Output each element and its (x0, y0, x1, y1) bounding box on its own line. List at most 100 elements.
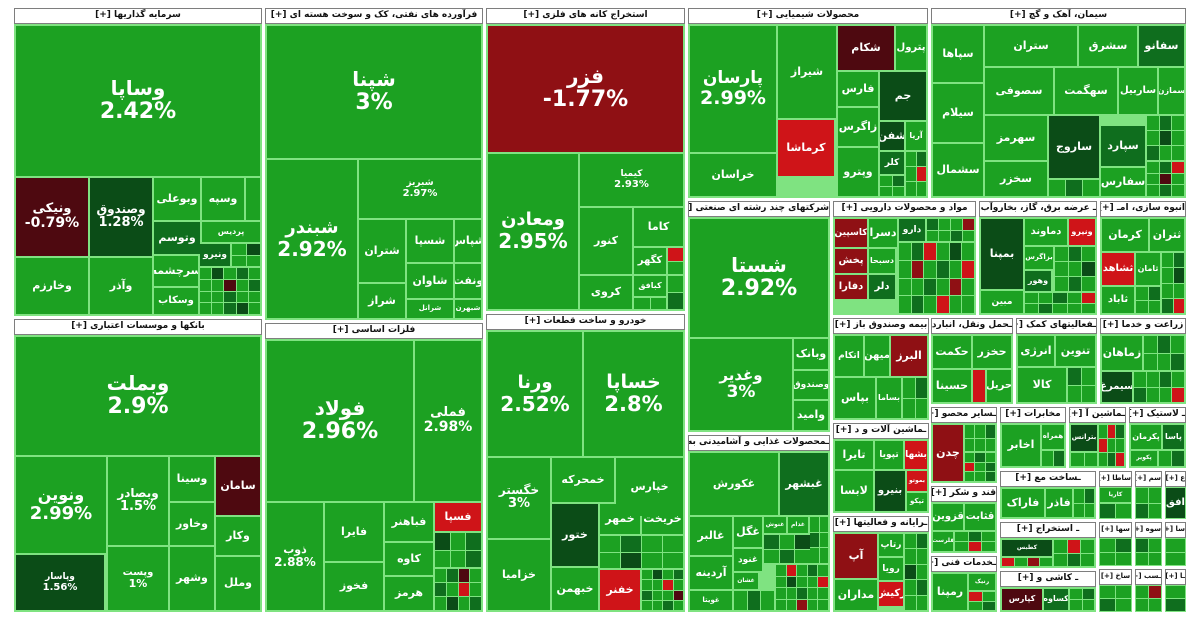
stock-tile-small[interactable] (962, 243, 974, 260)
stock-tile-small[interactable] (779, 549, 795, 563)
stock-tile-کاریا[interactable]: کاریا (1100, 488, 1131, 502)
stock-tile-small[interactable] (470, 583, 481, 596)
stock-tile-small[interactable] (668, 261, 683, 274)
stock-tile-small[interactable] (1173, 283, 1184, 298)
stock-tile-small[interactable] (786, 565, 797, 576)
stock-tile-small[interactable] (1159, 387, 1172, 402)
stock-tile-small[interactable] (663, 536, 683, 552)
stock-tile-شفن[interactable]: شفن (880, 122, 904, 150)
sector-header-electric-machinery[interactable]: ـماشین آ [+] (1069, 407, 1126, 423)
stock-tile-حتاید[interactable] (973, 370, 985, 402)
stock-tile-small[interactable] (819, 548, 828, 563)
stock-tile-small[interactable] (1084, 503, 1094, 517)
stock-tile-small[interactable] (1162, 253, 1173, 268)
stock-tile-small[interactable] (905, 564, 916, 580)
stock-tile-سیلام[interactable]: سیلام (933, 84, 983, 142)
stock-tile-small[interactable] (969, 601, 982, 610)
stock-tile-small[interactable] (1136, 539, 1148, 552)
stock-tile-small[interactable] (248, 291, 260, 303)
stock-tile-small[interactable] (764, 549, 779, 563)
stock-tile-small[interactable] (435, 597, 446, 610)
stock-tile-کلر[interactable]: کلر (880, 152, 904, 174)
stock-tile-small[interactable] (1084, 489, 1094, 503)
stock-tile-small[interactable] (1068, 262, 1082, 276)
sector-header-real-estate[interactable]: انبوه سازی، امـ [+] (1100, 201, 1186, 217)
stock-tile-سمازن[interactable]: سمازن (1159, 68, 1184, 114)
stock-tile-ونوین[interactable]: ونوین 2.99% (16, 457, 106, 553)
stock-tile-رنیک[interactable]: رنیک (969, 574, 995, 590)
stock-tile-غبشهر[interactable]: غبشهر (780, 453, 828, 515)
stock-tile-کالا[interactable]: کالا (1018, 368, 1066, 402)
stock-tile-small[interactable] (899, 296, 911, 313)
sector-header-misc-7[interactable]: ساخ [+] (1099, 569, 1132, 585)
stock-tile-small[interactable] (1136, 503, 1148, 518)
stock-tile-رویا[interactable]: رویا (879, 558, 903, 580)
stock-tile-small[interactable] (1053, 303, 1067, 313)
stock-tile-کبافق[interactable]: کبافق (634, 276, 666, 296)
stock-tile-small[interactable] (600, 536, 620, 552)
stock-tile-فملی[interactable]: فملی 2.98% (415, 341, 481, 501)
stock-tile-small[interactable] (915, 378, 927, 398)
stock-tile-small[interactable] (232, 244, 246, 255)
stock-tile-small[interactable] (1159, 116, 1172, 130)
stock-tile-small[interactable] (949, 278, 962, 296)
stock-tile-small[interactable] (937, 278, 949, 296)
stock-tile-small[interactable] (810, 517, 819, 532)
stock-tile-small[interactable] (435, 583, 446, 596)
stock-tile-small[interactable] (951, 219, 962, 230)
stock-tile-small[interactable] (1053, 451, 1064, 466)
stock-tile-small[interactable] (1082, 368, 1095, 385)
stock-tile-small[interactable] (975, 472, 985, 481)
sector-header-pharma[interactable]: مواد و محصولات دارویی [+] (833, 201, 976, 217)
stock-tile-small[interactable] (1082, 385, 1095, 402)
stock-tile-small[interactable] (1039, 303, 1053, 313)
stock-tile-small[interactable] (634, 298, 650, 309)
stock-tile-سخزر[interactable]: سخزر (985, 162, 1047, 196)
stock-tile-small[interactable] (1159, 131, 1172, 145)
sector-header-food[interactable]: ـمحصولات غذایی و آشامیدنی به [+] (688, 435, 830, 451)
stock-tile-کرمان[interactable]: کرمان (1102, 219, 1148, 251)
stock-tile-وخاور[interactable]: وخاور (170, 503, 214, 545)
stock-tile-small[interactable] (600, 552, 620, 568)
stock-tile-small[interactable] (982, 532, 995, 541)
stock-tile-فخوز[interactable]: فخوز (325, 563, 383, 610)
stock-tile-small[interactable] (1146, 372, 1159, 387)
stock-tile-میهن[interactable]: میهن (865, 336, 889, 376)
stock-tile-small[interactable] (927, 219, 938, 230)
stock-tile-اتکام[interactable]: اتکام (835, 336, 863, 376)
stock-tile-small[interactable] (1162, 298, 1173, 313)
stock-tile-small[interactable] (1116, 425, 1124, 438)
stock-tile-سیمرغ[interactable]: سیمرغ (1102, 372, 1132, 402)
stock-tile-small[interactable] (642, 580, 652, 590)
stock-tile-وبوعلی[interactable]: وبوعلی (154, 178, 200, 220)
sector-header-multi-industry[interactable]: شرکتهای چند رشته ای صنعتی [+] (688, 201, 830, 217)
stock-tile-small[interactable] (1116, 599, 1131, 611)
stock-tile-small[interactable] (1066, 180, 1082, 196)
stock-tile-small[interactable] (212, 268, 224, 279)
stock-tile-small[interactable] (734, 591, 747, 610)
stock-tile-small[interactable] (949, 243, 962, 260)
stock-tile-small[interactable] (1172, 372, 1184, 387)
stock-tile-هرمز[interactable]: هرمز (385, 577, 433, 610)
sector-header-tire[interactable]: ـ لاستیک [+] (1129, 407, 1186, 423)
stock-tile-small[interactable] (435, 569, 446, 582)
stock-tile-تنوین[interactable]: تنوین (1056, 336, 1095, 366)
sector-header-technical-services[interactable]: ـخدمات فنی [+] (931, 556, 997, 572)
sector-header-insurance[interactable]: بیمه وصندوق باز [+] (833, 318, 929, 334)
stock-tile-غویتا[interactable]: غویتا (690, 591, 732, 610)
stock-tile-دلر[interactable]: دلر (869, 275, 895, 299)
stock-tile-ثامان[interactable]: ثامان (1136, 253, 1160, 285)
stock-tile-small[interactable] (1053, 293, 1067, 303)
stock-tile-small[interactable] (916, 564, 927, 580)
stock-tile-small[interactable] (1144, 353, 1157, 370)
stock-tile-small[interactable] (1159, 185, 1172, 196)
stock-tile-کگهر[interactable]: کگهر (634, 248, 666, 274)
stock-tile-شکام[interactable]: شکام (838, 26, 894, 70)
stock-tile-small[interactable] (818, 588, 828, 599)
stock-tile-small[interactable] (939, 230, 950, 241)
sector-header-automotive[interactable]: خودرو و ساخت قطعات [+] (486, 314, 685, 330)
stock-tile-small[interactable] (248, 303, 260, 314)
stock-tile-small[interactable] (1100, 586, 1115, 598)
stock-tile-small[interactable] (939, 219, 950, 230)
stock-tile-small[interactable] (965, 453, 975, 462)
